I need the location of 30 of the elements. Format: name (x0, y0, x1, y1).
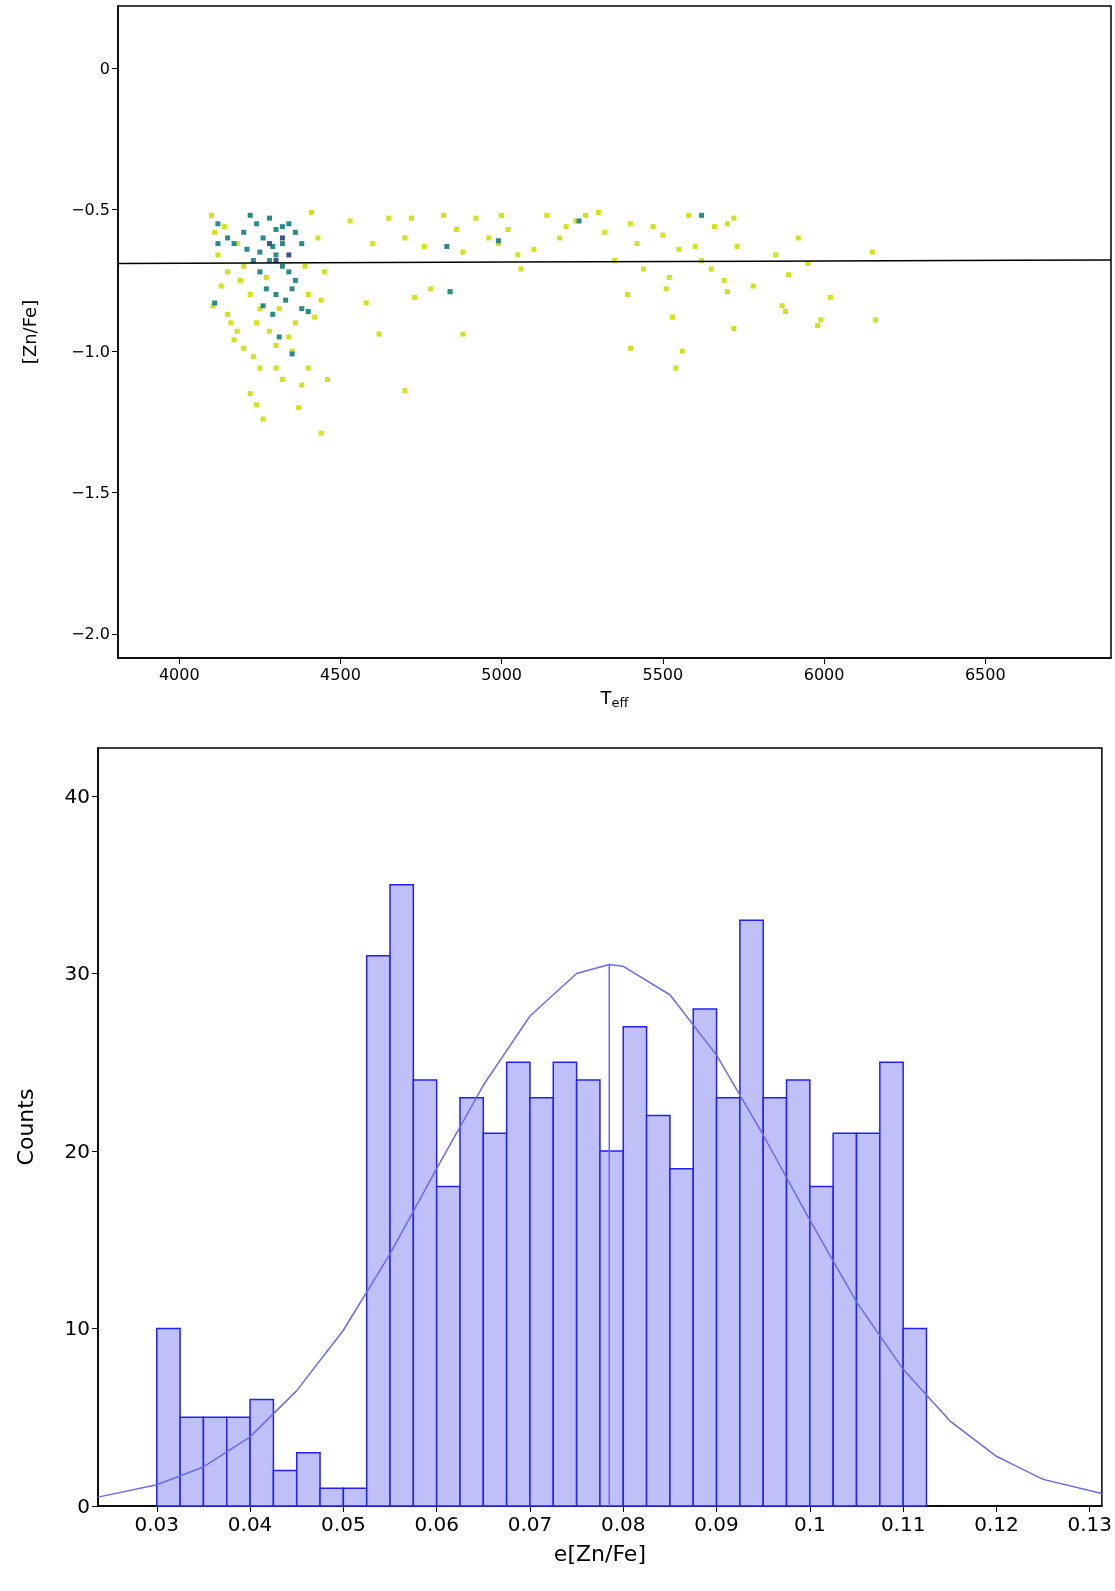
x-tick-label: 6000 (803, 664, 845, 684)
x-tick-label: 0.13 (1067, 1512, 1112, 1536)
y-tick-label: 20 (64, 1138, 90, 1163)
y-tick-label: −2.0 (71, 624, 110, 644)
y-tick-label: −0.5 (71, 200, 110, 220)
x-tick-label: 0.11 (880, 1512, 926, 1536)
x-tick-label: 5500 (642, 664, 684, 684)
x-tick-label: 4500 (320, 664, 361, 684)
x-axis-title: e[Zn/Fe] (553, 1540, 646, 1566)
x-tick-label: 0.06 (414, 1512, 459, 1536)
y-tick-label: 30 (64, 961, 90, 986)
x-tick-label: 0.05 (321, 1512, 366, 1536)
y-tick-label: 0 (99, 58, 110, 78)
x-tick-label: 5000 (481, 664, 523, 684)
y-axis-title: [Zn/Fe] (18, 299, 40, 365)
x-tick-label: 4000 (158, 664, 200, 684)
x-tick-label: 0.1 (793, 1512, 826, 1536)
y-tick-label: 0 (77, 1494, 90, 1518)
x-tick-label: 0.03 (134, 1512, 180, 1536)
y-tick-label: 10 (64, 1316, 90, 1341)
x-tick-label: 0.12 (974, 1512, 1019, 1536)
x-tick-label: 0.08 (600, 1512, 646, 1536)
y-axis-title: Counts (12, 1088, 38, 1166)
y-tick-label: −1.0 (71, 341, 110, 361)
y-tick-label: −1.5 (71, 483, 110, 503)
x-tick-label: 6500 (964, 664, 1006, 684)
x-tick-label: 0.07 (507, 1512, 553, 1536)
y-tick-label: 40 (64, 783, 90, 808)
x-tick-label: 0.04 (227, 1512, 273, 1536)
x-tick-label: 0.09 (694, 1512, 739, 1536)
